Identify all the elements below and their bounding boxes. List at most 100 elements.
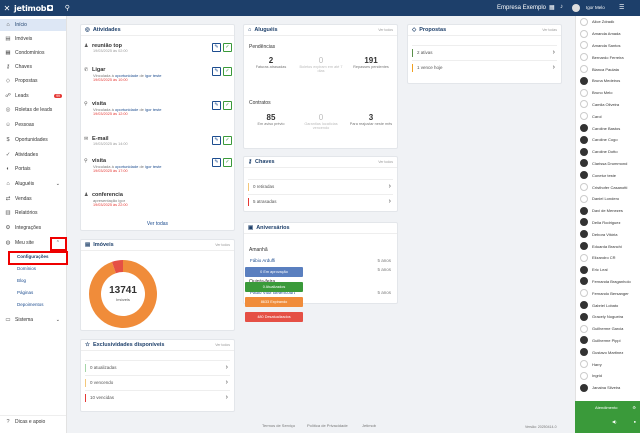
contact-item[interactable]: Guilherme Pippi [576, 335, 640, 347]
status-row[interactable]: 1 vence hoje › [412, 60, 557, 74]
contact-item[interactable]: Bruno Melo [576, 87, 640, 99]
sidebar-item-pessoas[interactable]: ☺ Pessoas [0, 119, 66, 131]
activity-item[interactable]: ✆ Ligar Vinculada à oportunidade de igor t… [84, 67, 232, 82]
complete-button[interactable]: ✓ [223, 101, 232, 110]
contact-item[interactable]: Eric Leal [576, 264, 640, 276]
contact-item[interactable]: Fernando Bersanger [576, 287, 640, 299]
opportunity-link[interactable]: oportunidade [114, 107, 139, 112]
sidebar-item-aluguéis[interactable]: ⌂ Aluguéis ⌄ [0, 178, 66, 190]
legend-badge[interactable]: 8633 Expirando [245, 297, 303, 307]
contact-item[interactable]: Gustavo Martinez [576, 346, 640, 358]
contact-item[interactable]: Caroline Dotto [576, 146, 640, 158]
ver-todas-link[interactable]: Ver todas [146, 221, 169, 227]
activity-item[interactable]: ⚲ visita Vinculada à oportunidade de igor … [84, 158, 232, 173]
sidebar-item-portais[interactable]: ◐ Portais [0, 163, 66, 175]
contact-item[interactable]: Guilherme Garcia [576, 323, 640, 335]
edit-button[interactable]: ✎ [212, 158, 221, 167]
toggle-icon[interactable]: ● [633, 419, 636, 424]
avatar[interactable] [572, 4, 580, 12]
chevron-up-icon[interactable]: ⌃ [55, 240, 60, 246]
contact-item[interactable]: Davi de Menezes [576, 205, 640, 217]
sidebar-item-meu-site[interactable]: ◍ Meu site ⌃ [0, 237, 66, 249]
edit-button[interactable]: ✎ [212, 136, 221, 145]
sidebar-item-início[interactable]: ⌂ Início [0, 19, 66, 31]
stat-garantias[interactable]: 0 Garantias locatícias vencendo [304, 113, 338, 130]
settings-icon[interactable]: ⚙ [632, 405, 636, 410]
contact-item[interactable]: Carol [576, 110, 640, 122]
sidebar-item-imóveis[interactable]: ▤ Imóveis [0, 33, 66, 45]
contact-item[interactable]: Camila Oliveira [576, 99, 640, 111]
status-row[interactable]: 10 vencidas › [85, 390, 230, 404]
status-row[interactable]: 2 ativas › [412, 45, 557, 59]
bell-icon[interactable]: ♪ [560, 4, 563, 10]
birthday-name[interactable]: Fábio Arduffi [250, 258, 276, 263]
contact-item[interactable]: Alice Zdradk [576, 16, 640, 28]
sidebar-item-leads[interactable]: ☍ Leads 99 [0, 90, 66, 102]
activity-item[interactable]: ♟ reunião top 19/03/2025 às 02:00 ✎ ✓ [84, 43, 232, 53]
birthday-name[interactable]: Paulo Vitor Betencourt [250, 290, 295, 295]
stat-faturas[interactable]: 2 Faturas atrasadas [255, 56, 287, 69]
sidebar-item-integrações[interactable]: ⚙ Integrações [0, 222, 66, 234]
submenu-depoimentos[interactable]: Depoimentos [17, 302, 44, 307]
chat-icon[interactable]: ☰ [619, 5, 625, 11]
legend-badge[interactable]: 0 Em aprovação [245, 267, 303, 277]
contact-item[interactable]: Amanda Santos [576, 40, 640, 52]
person-link[interactable]: igor teste [145, 73, 162, 78]
opportunity-link[interactable]: oportunidade [114, 73, 139, 78]
status-row[interactable]: 5 atrasadas › [248, 194, 393, 208]
user-name[interactable]: Igor Melo [586, 5, 605, 10]
footer-termos[interactable]: Termos de Serviço [262, 423, 296, 428]
complete-button[interactable]: ✓ [223, 43, 232, 52]
donut-slice[interactable] [111, 260, 123, 274]
grid-icon[interactable]: ▦ [549, 5, 555, 11]
footer-privacidade[interactable]: Política de Privacidade [307, 423, 348, 428]
edit-button[interactable]: ✎ [212, 101, 221, 110]
complete-button[interactable]: ✓ [223, 136, 232, 145]
sidebar-item-roletas-de-leads[interactable]: ◎ Roletas de leads [0, 104, 66, 116]
search-icon[interactable]: ⚲ [64, 5, 70, 12]
edit-button[interactable]: ✎ [212, 67, 221, 76]
contact-item[interactable]: Bernardo Ferreira [576, 51, 640, 63]
stat-repasses[interactable]: 191 Repasses pendentes [353, 56, 389, 69]
chevron-right-icon[interactable]: › [225, 379, 228, 386]
stat-aviso[interactable]: 85 Em aviso prévio [257, 113, 285, 126]
submenu-paginas[interactable]: Páginas [17, 290, 34, 295]
sidebar-item-sistema[interactable]: ▭ Sistema ⌄ [5, 317, 60, 323]
person-link[interactable]: igor teste [145, 107, 162, 112]
sidebar-item-condomínios[interactable]: ▦ Condomínios [0, 47, 66, 59]
complete-button[interactable]: ✓ [223, 158, 232, 167]
submenu-dominios[interactable]: Domínios [17, 266, 37, 271]
contact-item[interactable]: Delia Rodriguez [576, 217, 640, 229]
chevron-right-icon[interactable]: › [388, 183, 391, 190]
contact-item[interactable]: Harry [576, 358, 640, 370]
contact-item[interactable]: Elizandro CR [576, 252, 640, 264]
contact-item[interactable]: Fernanda Braganholo [576, 276, 640, 288]
opportunity-link[interactable]: oportunidade [114, 164, 139, 169]
legend-badge[interactable]: 0 Atualizados [245, 282, 303, 292]
contact-item[interactable]: Caroline Bastos [576, 122, 640, 134]
company-name[interactable]: Empresa Exemplo [497, 5, 547, 11]
sidebar-item-relatórios[interactable]: ▥ Relatórios [0, 207, 66, 219]
submenu-configuracoes[interactable]: Configurações [17, 254, 49, 259]
sidebar-item-atividades[interactable]: ✓ Atividades [0, 149, 66, 161]
contact-item[interactable]: Eduarda Branchi [576, 240, 640, 252]
person-link[interactable]: igor teste [145, 164, 162, 169]
status-row[interactable]: 0 vencendo › [85, 375, 230, 389]
submenu-blog[interactable]: Blog [17, 278, 27, 283]
sidebar-item-propostas[interactable]: ◇ Propostas [0, 75, 66, 87]
activity-item[interactable]: ♟ conferencia apresentação igor 19/03/2025 … [84, 192, 232, 207]
contact-item[interactable]: Bianca Paulata [576, 63, 640, 75]
sidebar-item-oportunidades[interactable]: $ Oportunidades [0, 134, 66, 146]
stat-reajustar[interactable]: 3 Para reajustar neste mês [349, 113, 393, 126]
donut-slice[interactable] [89, 260, 157, 328]
sidebar-item-chaves[interactable]: ⚷ Chaves [0, 61, 66, 73]
contact-item[interactable]: Gabriel Lobato [576, 299, 640, 311]
chevron-right-icon[interactable]: › [225, 394, 228, 401]
stat-boletos[interactable]: 0 Boletos expiram em até 7 dias [299, 56, 343, 73]
sidebar-item-vendas[interactable]: ⇄ Vendas [0, 193, 66, 205]
contact-item[interactable]: Bruna Medeiros [576, 75, 640, 87]
activity-item[interactable]: ⚲ visita Vinculada à oportunidade de igor … [84, 101, 232, 116]
status-row[interactable]: 0 retiradas › [248, 179, 393, 193]
contact-item[interactable]: Conetur teste [576, 169, 640, 181]
legend-badge[interactable]: 480 Desatualizados [245, 312, 303, 322]
